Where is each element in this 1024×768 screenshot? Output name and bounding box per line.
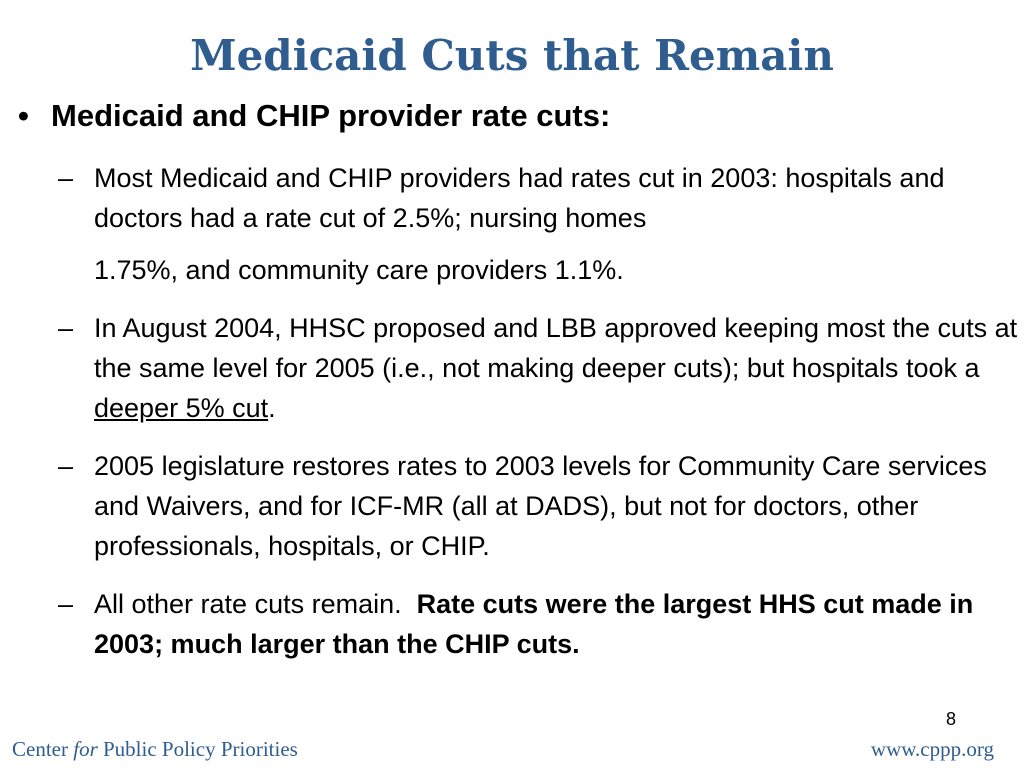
footer-website: www.cppp.org — [870, 737, 994, 761]
slide-title: Medicaid Cuts that Remain — [190, 31, 834, 80]
sub-bullet-text-end: . — [268, 393, 276, 423]
sub-bullet-list: – Most Medicaid and CHIP providers had r… — [58, 158, 1018, 682]
dash-marker: – — [58, 589, 74, 619]
sub-bullet-item: – Most Medicaid and CHIP providers had r… — [58, 158, 1018, 290]
dash-marker: – — [58, 451, 74, 481]
footer-org-part: Public Policy Priorities — [97, 737, 298, 761]
dash-marker: – — [58, 313, 74, 343]
sub-bullet-text: All other rate cuts remain. — [94, 589, 417, 619]
bold-emphasis-text: Rate cuts were the largest HHS cut made … — [94, 589, 974, 659]
bullet-marker: • — [18, 98, 29, 133]
footer-organization: Center for Public Policy Priorities — [12, 736, 298, 762]
underlined-phrase: deeper 5% cut — [94, 393, 269, 423]
footer-org-italic: for — [73, 737, 98, 761]
sub-bullet-item: – All other rate cuts remain. Rate cuts … — [58, 584, 1018, 664]
sub-bullet-text: Most Medicaid and CHIP providers had rat… — [94, 163, 945, 233]
sub-bullet-item: – 2005 legislature restores rates to 200… — [58, 446, 1018, 566]
dash-marker: – — [58, 163, 74, 193]
sub-bullet-text-continued: 1.75%, and community care providers 1.1%… — [94, 255, 624, 285]
footer-org-part: Center — [12, 737, 74, 761]
main-bullet-text: Medicaid and CHIP provider rate cuts: — [51, 98, 611, 133]
sub-bullet-text: 2005 legislature restores rates to 2003 … — [94, 451, 987, 561]
sub-bullet-text: In August 2004, HHSC proposed and LBB ap… — [94, 313, 1018, 383]
main-bullet: • Medicaid and CHIP provider rate cuts: — [18, 96, 1018, 136]
sub-bullet-item: – In August 2004, HHSC proposed and LBB … — [58, 308, 1018, 428]
page-number: 8 — [946, 709, 957, 729]
